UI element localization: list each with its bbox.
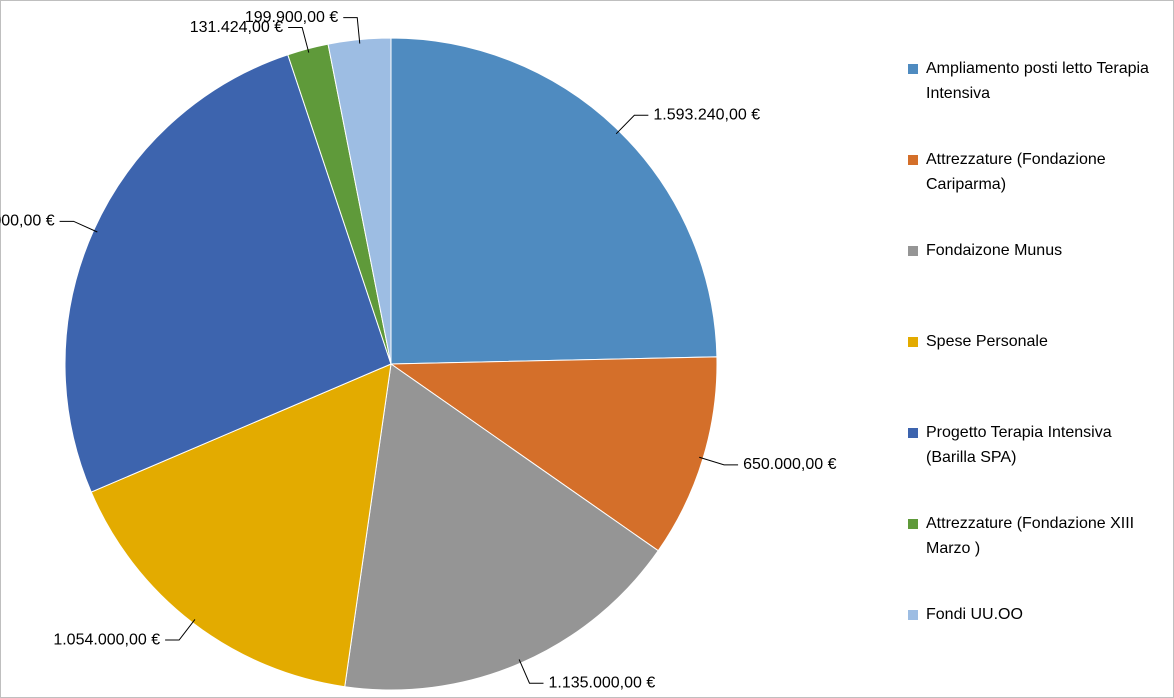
legend-item: Attrezzature (Fondazione XIII Marzo ) — [908, 511, 1158, 561]
legend-item: Spese Personale — [908, 329, 1158, 354]
legend-label: Ampliamento posti letto Terapia Intensiv… — [926, 60, 1149, 102]
leader-line — [699, 456, 739, 466]
legend-swatch — [908, 428, 918, 438]
leader-line — [343, 17, 361, 44]
legend-swatch — [908, 337, 918, 347]
legend-item: Attrezzature (Fondazione Cariparma) — [908, 147, 1158, 197]
legend-label: Attrezzature (Fondazione XIII Marzo ) — [926, 515, 1135, 557]
data-label: 199.900,00 € — [245, 9, 339, 26]
legend-item: Ampliamento posti letto Terapia Intensiv… — [908, 56, 1158, 106]
data-label: 650.000,00 € — [743, 456, 837, 473]
legend-swatch — [908, 519, 918, 529]
data-label: 1.054.000,00 € — [53, 631, 160, 648]
data-label: 1.593.240,00 € — [653, 106, 760, 123]
legend-swatch — [908, 64, 918, 74]
legend-label: Attrezzature (Fondazione Cariparma) — [926, 151, 1106, 193]
legend-item: Progetto Terapia Intensiva (Barilla SPA) — [908, 420, 1158, 470]
data-label: 131.424,00 € — [190, 19, 284, 36]
leader-line — [518, 659, 544, 684]
legend-swatch — [908, 246, 918, 256]
legend-item: Fondi UU.OO — [908, 602, 1158, 627]
data-label: 1.135.000,00 € — [548, 674, 655, 691]
legend-label: Spese Personale — [926, 333, 1048, 350]
leader-line — [615, 114, 649, 135]
legend-label: Fondi UU.OO — [926, 606, 1023, 623]
legend-label: Fondaizone Munus — [926, 242, 1063, 259]
legend-swatch — [908, 155, 918, 165]
legend-label: Progetto Terapia Intensiva (Barilla SPA) — [926, 424, 1112, 466]
leader-line — [165, 619, 196, 641]
data-label: 1.700.000,00 € — [0, 213, 55, 230]
leader-line — [288, 27, 310, 53]
leader-line — [59, 220, 98, 233]
legend-item: Fondaizone Munus — [908, 238, 1158, 263]
legend-swatch — [908, 610, 918, 620]
